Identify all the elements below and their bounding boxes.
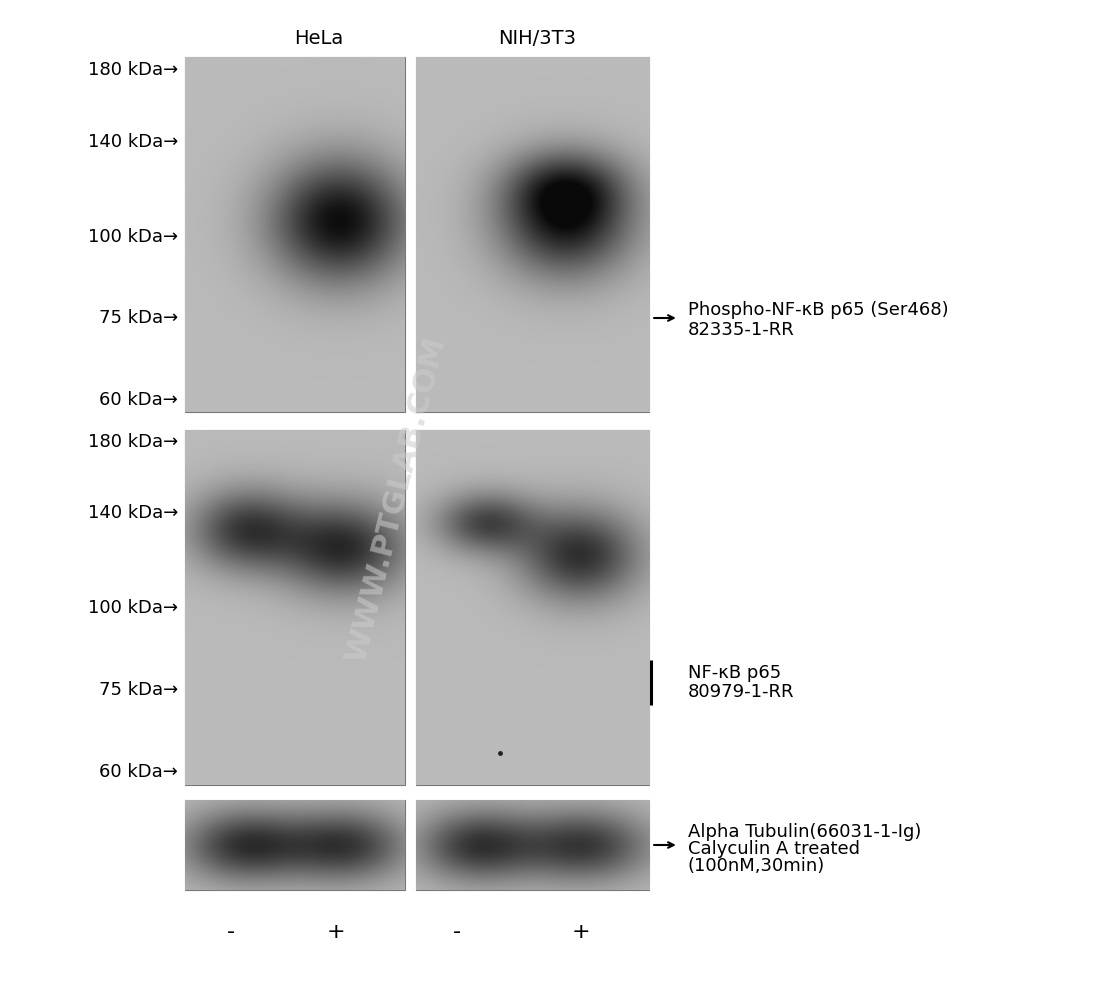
Text: +: + xyxy=(327,922,344,942)
Text: -: - xyxy=(227,922,235,942)
Text: 140 kDa→: 140 kDa→ xyxy=(88,133,178,151)
Text: HeLa: HeLa xyxy=(295,28,343,47)
Bar xyxy=(416,800,649,890)
Text: NF-κB p65: NF-κB p65 xyxy=(688,664,781,682)
Bar xyxy=(416,57,649,412)
Bar xyxy=(185,57,405,412)
Text: 100 kDa→: 100 kDa→ xyxy=(88,599,178,617)
Text: Calyculin A treated: Calyculin A treated xyxy=(688,840,859,858)
Text: +: + xyxy=(572,922,590,942)
Text: 180 kDa→: 180 kDa→ xyxy=(88,433,178,451)
Text: -: - xyxy=(452,922,461,942)
Text: 75 kDa→: 75 kDa→ xyxy=(99,309,178,327)
Text: 180 kDa→: 180 kDa→ xyxy=(88,61,178,79)
Text: 100 kDa→: 100 kDa→ xyxy=(88,228,178,246)
Bar xyxy=(185,800,405,890)
Text: WWW.PTGLAB.COM: WWW.PTGLAB.COM xyxy=(341,334,451,666)
Bar xyxy=(416,430,649,785)
Text: 140 kDa→: 140 kDa→ xyxy=(88,504,178,522)
Text: 80979-1-RR: 80979-1-RR xyxy=(688,683,794,701)
Text: 82335-1-RR: 82335-1-RR xyxy=(688,321,794,339)
Text: 75 kDa→: 75 kDa→ xyxy=(99,681,178,699)
Text: Alpha Tubulin(66031-1-Ig): Alpha Tubulin(66031-1-Ig) xyxy=(688,823,921,841)
Bar xyxy=(185,430,405,785)
Text: 60 kDa→: 60 kDa→ xyxy=(99,763,178,781)
Text: 60 kDa→: 60 kDa→ xyxy=(99,391,178,409)
Text: NIH/3T3: NIH/3T3 xyxy=(498,28,575,47)
Text: (100nM,30min): (100nM,30min) xyxy=(688,857,825,875)
Text: Phospho-NF-κB p65 (Ser468): Phospho-NF-κB p65 (Ser468) xyxy=(688,301,948,319)
